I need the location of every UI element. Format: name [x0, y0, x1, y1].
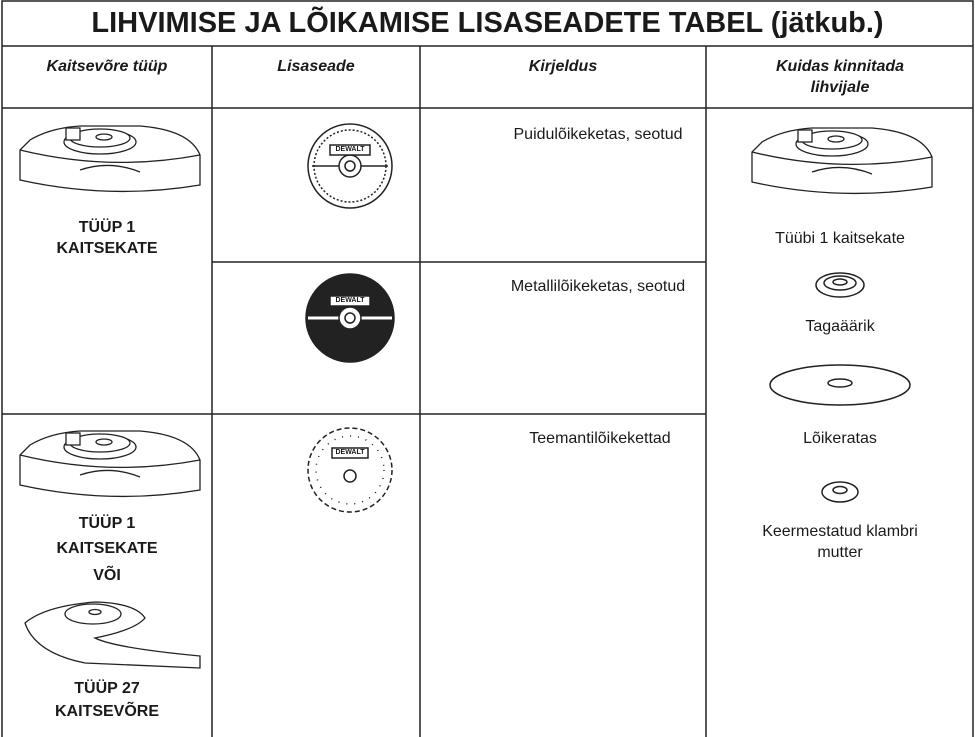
guard-label: TÜÜP 1 — [78, 515, 136, 532]
column-header: Kaitsevõre tüüp — [46, 58, 168, 75]
brand: DEWALT — [335, 146, 365, 153]
description: Puidulõikeketas, seotud — [513, 126, 683, 143]
brand: DEWALT — [335, 449, 365, 456]
title: LIHVIMISE JA LÕIKAMISE LISASEADETE TABEL… — [91, 7, 884, 39]
column-header: Kirjeldus — [528, 58, 598, 75]
description: Teemantilõikekettad — [529, 430, 671, 447]
mounting-part: Keermestatud klambri mutter — [762, 523, 918, 561]
guard-label: KAITSEVÕRE — [54, 703, 159, 720]
guard-label: TÜÜP 1 — [78, 219, 136, 236]
mounting-part: Lõikeratas — [803, 430, 877, 447]
description: Metallilõikeketas, seotud — [510, 278, 686, 295]
mounting-part: Tüübi 1 kaitsekate — [775, 230, 905, 247]
mounting-part: Tagaäärik — [805, 318, 875, 335]
guard-label: TÜÜP 27 — [74, 680, 140, 697]
brand: DEWALT — [335, 297, 365, 304]
guard-label: KAITSEKATE — [56, 240, 158, 257]
guard-label: KAITSEKATE — [56, 540, 158, 557]
column-header: Lisaseade — [277, 58, 355, 75]
or-label: VÕI — [93, 567, 121, 584]
column-header: Kuidas kinnitada lihvijale — [775, 58, 905, 96]
